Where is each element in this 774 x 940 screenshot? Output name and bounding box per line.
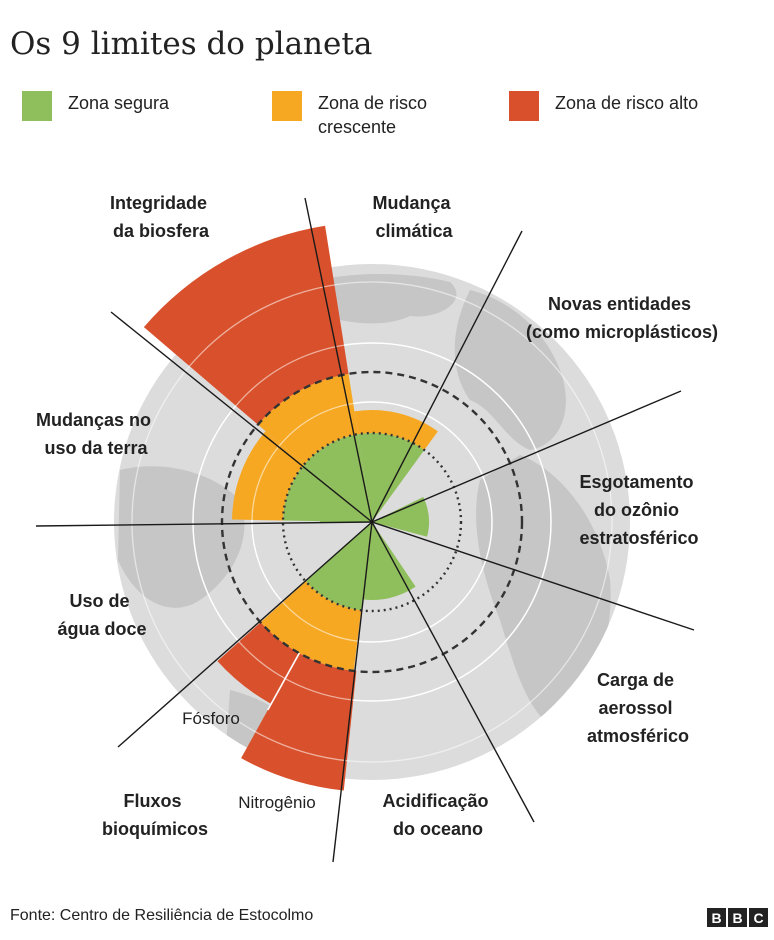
page-title: Os 9 limites do planeta: [10, 26, 373, 62]
bbc-logo-letter-1: B: [707, 908, 726, 927]
wedge-land-safe: [283, 464, 372, 522]
sector-divider-2: [371, 230, 523, 523]
wedge-climate-safe: [358, 433, 425, 522]
bbc-logo-letter-2: B: [728, 908, 747, 927]
sector-divider-3: [371, 390, 682, 523]
high-risk-boundary-ring: [220, 370, 524, 674]
label-ozone-depletion: Esgotamento do ozônio estratosférico: [579, 472, 698, 548]
label-land-system-change: Mudanças no uso da terra: [36, 410, 156, 458]
boundary-rings: [220, 370, 524, 674]
label-biochemical-flows: Fluxos bioquímicos: [102, 791, 208, 839]
wedge-biochem-increasing: [260, 581, 362, 671]
wedge-nitrogen-high: [241, 653, 357, 791]
legend-safe-zone: Zona segura: [22, 91, 169, 121]
legend-high-risk: Zona de risco alto: [509, 91, 698, 121]
safe-boundary-ring: [281, 431, 463, 613]
bbc-logo-letter-3: C: [749, 908, 768, 927]
source-note: Fonte: Centro de Resiliência de Estocolm…: [10, 907, 314, 924]
wedge-phosphorus-high: [217, 622, 300, 704]
boundary-labels: Integridade da biosfera Mudança climátic…: [36, 193, 718, 839]
legend-swatch-increasing: [272, 91, 302, 121]
bbc-logo: B B C: [707, 908, 768, 927]
wedge-biochem-safe: [305, 522, 372, 611]
sector-divider-lines: [35, 197, 695, 863]
wedge-grid-circle-1: [251, 401, 493, 643]
sector-divider-1: [304, 197, 373, 523]
land-west: [118, 466, 245, 608]
sector-divider-7: [117, 521, 373, 748]
legend-label-increasing: Zona de risco crescente: [318, 93, 428, 137]
planetary-boundaries-diagram: Integridade da biosfera Mudança climátic…: [35, 193, 718, 863]
label-freshwater-use: Uso de água doce: [57, 591, 146, 639]
phosphorus-nitrogen-divider: [267, 652, 300, 711]
label-nitrogen: Nitrogênio: [238, 793, 316, 812]
wedge-ocean-safe: [362, 522, 416, 600]
label-novel-entities: Novas entidades (como microplásticos): [526, 294, 718, 342]
label-aerosol-loading: Carga de aerossol atmosférico: [587, 670, 689, 746]
legend-swatch-safe: [22, 91, 52, 121]
sector-divider-9: [110, 311, 373, 523]
label-climate-change: Mudança climática: [372, 193, 455, 241]
land-europe: [454, 290, 566, 450]
sector-divider-5: [371, 521, 535, 823]
legend-label-safe: Zona segura: [68, 93, 170, 113]
boundary-wedges: [131, 225, 613, 791]
sector-divider-4: [371, 521, 695, 631]
legend-increasing-risk: Zona de risco crescente: [272, 91, 427, 139]
wedge-grid-circle-2: [192, 342, 552, 702]
label-ocean-acidification: Acidificação do oceano: [382, 791, 493, 839]
wedge-grid-circle-3: [131, 281, 613, 763]
wedge-biosphere-high: [143, 225, 349, 425]
sector-divider-8: [35, 521, 373, 527]
legend-label-high: Zona de risco alto: [555, 93, 699, 113]
wedge-biosphere-safe: [304, 434, 372, 522]
wedge-ozone-safe: [372, 497, 429, 537]
label-biosphere-integrity: Integridade da biosfera: [110, 193, 212, 241]
land-africa: [476, 455, 611, 730]
wedge-climate-increasing: [354, 410, 438, 450]
sector-divider-6: [332, 521, 373, 863]
label-phosphorus: Fósforo: [182, 709, 240, 728]
legend-swatch-high: [509, 91, 539, 121]
